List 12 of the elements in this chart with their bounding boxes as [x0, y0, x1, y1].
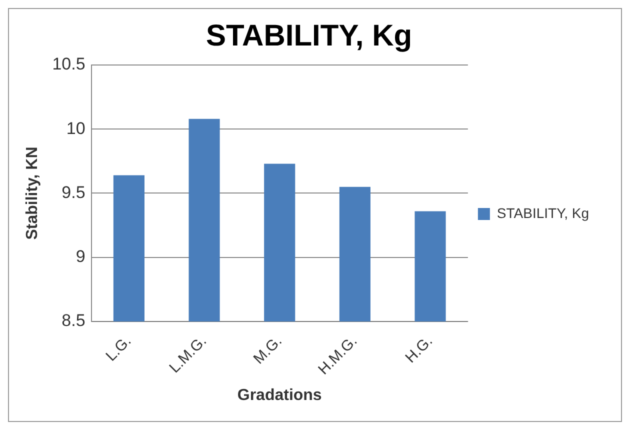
y-tick-label: 9	[76, 247, 86, 266]
x-tick-label: L.G.	[102, 332, 135, 365]
x-axis-title: Gradations	[237, 386, 322, 404]
x-tick-label: H.G.	[402, 332, 436, 366]
legend-label: STABILITY, Kg	[496, 204, 590, 221]
chart-title: STABILITY, Kg	[206, 19, 412, 52]
y-axis-title: Stability, KN	[24, 146, 42, 240]
x-tick-label: M.G.	[250, 332, 286, 368]
y-tick-label: 9.5	[62, 182, 86, 202]
y-tick-label: 10	[66, 118, 86, 138]
y-tick-label: 10.5	[52, 54, 86, 74]
y-tick-label: 8.5	[62, 311, 86, 330]
